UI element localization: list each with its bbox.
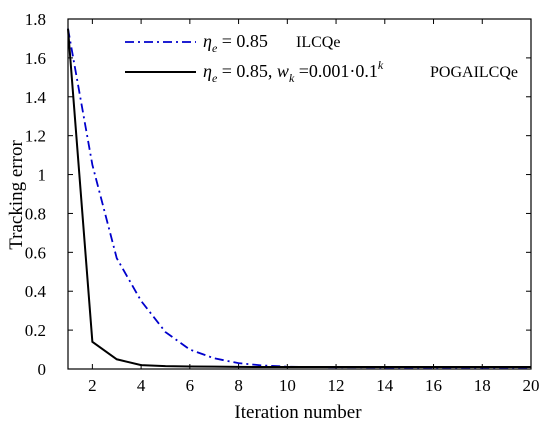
x-tick-label: 20 <box>523 376 540 395</box>
x-tick-label: 18 <box>474 376 491 395</box>
x-tick-label: 6 <box>186 376 195 395</box>
plot-frame <box>67 18 532 370</box>
x-tick-label: 2 <box>88 376 97 395</box>
y-tick-label: 0.2 <box>25 321 46 340</box>
series-line-pogailcqe <box>67 28 531 369</box>
y-tick-label: 0.6 <box>25 243 46 262</box>
legend: ηe = 0.85 ILCQe ηe = 0.85, wk =0.001·0.1… <box>125 31 518 85</box>
x-axis-label: Iteration number <box>234 402 362 423</box>
y-tick-label: 1.4 <box>25 88 47 107</box>
y-tick-label: 0 <box>38 360 47 379</box>
plot-area <box>67 18 532 370</box>
y-tick-label: 1 <box>38 166 47 185</box>
y-tick-label: 0.8 <box>25 204 46 223</box>
y-tick-label: 1.8 <box>25 10 46 29</box>
axis-ticks: 2 4 6 8 10 12 14 16 18 20 0 0.2 0.4 0.6 0.8 1 1.2 1.4 1.6 1… <box>25 10 540 395</box>
x-tick-label: 10 <box>279 376 296 395</box>
x-tick-label: 12 <box>328 376 345 395</box>
x-tick-label: 16 <box>425 376 442 395</box>
y-tick-label: 0.4 <box>25 282 47 301</box>
y-tick-label: 1.2 <box>25 127 46 146</box>
series-layer <box>67 28 531 369</box>
y-axis-label: Tracking error <box>6 140 27 250</box>
series-line-ilcqe <box>67 28 531 369</box>
legend-label-ilcqe: ILCQe <box>296 34 340 51</box>
y-tick-label: 1.6 <box>25 49 46 68</box>
legend-math-pogailcqe: ηe = 0.85, wk =0.001·0.1k <box>203 58 384 85</box>
x-tick-label: 14 <box>376 376 394 395</box>
legend-math-ilcqe: ηe = 0.85 <box>203 31 268 55</box>
x-tick-label: 8 <box>234 376 243 395</box>
x-tick-label: 4 <box>137 376 146 395</box>
legend-label-pogailcqe: POGAILCQe <box>430 64 518 81</box>
